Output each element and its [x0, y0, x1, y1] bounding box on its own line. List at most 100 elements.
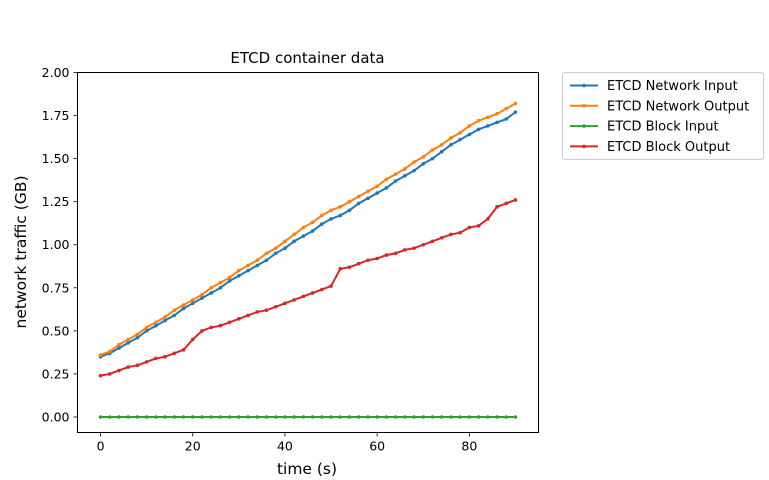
data-point: [98, 353, 103, 357]
y-axis-label: network traffic (GB): [12, 176, 30, 329]
data-point: [310, 220, 315, 225]
data-point: [273, 246, 278, 250]
data-point: [347, 265, 352, 269]
data-point: [209, 325, 213, 330]
data-point: [218, 323, 223, 328]
data-point: [172, 351, 177, 356]
data-point: [181, 415, 186, 419]
data-point: [421, 161, 426, 166]
data-point: [449, 143, 453, 147]
data-point: [200, 296, 204, 300]
data-point: [495, 112, 499, 116]
data-point: [476, 127, 481, 132]
data-point: [366, 189, 370, 194]
x-tick-label: 40: [277, 439, 293, 454]
legend-label: ETCD Network Input: [607, 79, 738, 94]
data-point: [246, 313, 250, 318]
y-tick-label: 0.75: [42, 280, 70, 295]
data-point: [310, 415, 315, 419]
y-tick-label: 0.50: [42, 323, 70, 338]
data-point: [403, 248, 407, 252]
series-line: [100, 111, 517, 358]
data-point: [393, 251, 398, 256]
series-etcd-network-input: [98, 110, 518, 359]
data-point: [504, 415, 509, 419]
data-point: [513, 101, 518, 106]
data-point: [384, 415, 389, 419]
series-etcd-block-output: [98, 198, 518, 378]
data-point: [144, 360, 149, 364]
data-point: [107, 415, 112, 419]
data-point: [154, 356, 158, 361]
data-point: [264, 251, 269, 256]
data-point: [98, 373, 103, 378]
data-point: [495, 415, 499, 419]
data-point: [144, 329, 149, 333]
data-point: [495, 120, 499, 125]
legend-item: ETCD Network Output: [570, 99, 749, 114]
data-point: [246, 415, 250, 419]
data-point: [246, 268, 250, 273]
data-point: [421, 242, 426, 247]
data-point: [458, 415, 462, 419]
data-point: [283, 246, 287, 250]
data-point: [347, 208, 352, 213]
data-point: [264, 258, 269, 263]
data-point: [172, 313, 177, 318]
data-point: [310, 291, 315, 295]
data-point: [320, 222, 324, 226]
legend-label: ETCD Block Input: [607, 120, 719, 135]
data-point: [329, 415, 333, 419]
data-point: [264, 308, 269, 313]
legend-item: ETCD Block Input: [570, 120, 719, 135]
data-point: [144, 415, 149, 419]
y-tick-label: 1.25: [42, 194, 70, 209]
data-point: [283, 239, 287, 244]
data-point: [218, 286, 223, 290]
data-point: [421, 155, 426, 159]
data-point: [320, 415, 324, 419]
data-point: [301, 234, 306, 238]
data-point: [163, 315, 167, 319]
data-point: [513, 415, 518, 419]
data-point: [338, 267, 343, 271]
data-point: [439, 236, 444, 240]
x-axis-label: time (s): [277, 460, 337, 478]
data-point: [403, 167, 407, 171]
data-point: [504, 201, 509, 206]
data-point: [200, 292, 204, 297]
data-point: [273, 304, 278, 309]
data-point: [200, 329, 204, 333]
data-point: [255, 310, 260, 314]
data-point: [403, 174, 407, 178]
data-point: [246, 263, 250, 268]
data-point: [412, 415, 416, 419]
y-tick-label: 2.00: [42, 65, 70, 80]
data-point: [227, 279, 232, 283]
data-point: [255, 415, 260, 419]
data-point: [504, 117, 509, 121]
data-point: [495, 205, 499, 209]
data-point: [338, 213, 343, 218]
data-point: [163, 354, 167, 359]
data-point: [458, 137, 462, 142]
data-point: [412, 246, 416, 250]
data-point: [218, 415, 223, 419]
data-point: [366, 196, 370, 201]
data-point: [476, 118, 481, 123]
data-point: [513, 110, 518, 114]
y-tick-label: 0.00: [42, 409, 70, 424]
data-point: [98, 415, 103, 419]
data-point: [117, 346, 121, 350]
data-point: [227, 320, 232, 325]
data-point: [458, 130, 462, 135]
data-point: [430, 156, 435, 161]
data-point: [356, 194, 361, 199]
data-point: [117, 368, 121, 373]
x-tick-label: 20: [185, 439, 201, 454]
data-point: [439, 415, 444, 419]
data-point: [190, 298, 195, 302]
data-point: [347, 199, 352, 204]
data-point: [375, 184, 379, 188]
data-point: [485, 217, 490, 221]
